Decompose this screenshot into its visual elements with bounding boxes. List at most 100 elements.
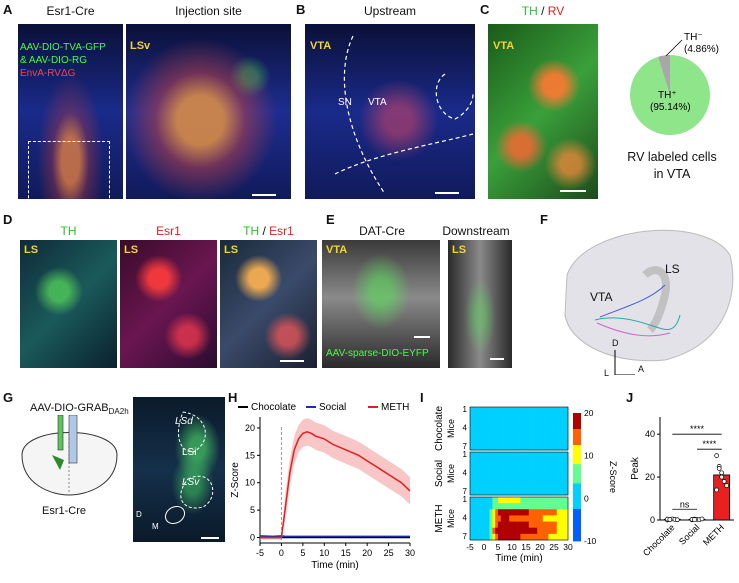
heatmap-cell: [542, 413, 546, 420]
j-sig-label-3: ns: [680, 499, 690, 509]
heatmap-cell: [545, 497, 549, 504]
heatmap-cell: [509, 476, 513, 484]
heatmap-cell: [506, 509, 510, 516]
panel-f-vta-label: VTA: [590, 290, 613, 304]
heatmap-cell: [526, 437, 530, 445]
heatmap-cell: [470, 443, 474, 451]
heatmap-cell: [526, 452, 530, 459]
heatmap-cell: [523, 482, 527, 490]
heatmap-cell: [520, 488, 524, 496]
heatmap-cell: [514, 464, 518, 471]
heatmap-xlabel: Time (min): [495, 553, 542, 564]
heatmap-cell: [559, 515, 563, 522]
heatmap-cell: [545, 407, 549, 414]
heatmap-cell: [481, 470, 485, 477]
heatmap-cell: [500, 425, 504, 432]
heatmap-cell: [540, 509, 544, 516]
panel-g-fiber-image: [133, 397, 225, 542]
heatmap-cell: [556, 533, 560, 541]
heatmap-cell: [475, 443, 479, 451]
heatmap-cell: [554, 476, 558, 484]
heatmap-cell: [554, 503, 558, 510]
heatmap-cell: [475, 503, 479, 510]
h-xtick-label-2: 5: [300, 548, 305, 558]
heatmap-cell: [517, 497, 521, 504]
panel-letter-f: F: [540, 212, 548, 227]
panel-letter-b: B: [296, 2, 306, 17]
heatmap-cell: [492, 407, 496, 414]
heatmap-cell: [528, 527, 532, 535]
heatmap-cell: [537, 443, 541, 451]
heatmap-group-frame-1: [469, 451, 569, 496]
heatmap-cell: [554, 437, 558, 445]
heatmap-cell: [503, 458, 507, 465]
colorbar-step: [573, 441, 581, 446]
h-meth-sem-band: [260, 418, 410, 540]
heatmap-cell: [526, 464, 530, 471]
heatmap-cell: [545, 470, 549, 477]
panel-d-merge-image: [220, 240, 317, 368]
heatmap-cell: [506, 452, 510, 459]
heatmap-cell: [486, 488, 490, 496]
heatmap-cell: [526, 482, 530, 490]
heatmap-cell: [556, 527, 560, 535]
heatmap-cell: [548, 533, 552, 541]
heatmap-cell: [472, 431, 476, 439]
heatmap-cell: [517, 527, 521, 535]
heatmap-cell: [478, 443, 482, 451]
heatmap-cell: [554, 464, 558, 471]
heatmap-xtick-label-2: 5: [496, 542, 501, 552]
heatmap-cell: [526, 515, 530, 522]
heatmap-row-tick-0-0: 1: [463, 405, 468, 414]
heatmap-cell: [492, 470, 496, 477]
heatmap-cell: [472, 482, 476, 490]
colorbar-tick-2: 0: [584, 493, 589, 503]
panel-d-scale-bar: [280, 360, 304, 362]
heatmap-cell: [472, 425, 476, 432]
j-point: [724, 483, 730, 489]
heatmap-cell: [512, 425, 516, 432]
heatmap-cell: [503, 527, 507, 535]
colorbar-step: [573, 477, 581, 481]
heatmap-cell: [495, 464, 499, 471]
heatmap-cell: [531, 431, 535, 439]
heatmap-cell: [565, 533, 569, 541]
heatmap-cell: [565, 521, 569, 529]
heatmap-cell: [556, 476, 560, 484]
heatmap-cell: [472, 443, 476, 451]
j-point: [719, 474, 725, 480]
panel-letter-a: A: [3, 2, 13, 17]
heatmap-cell: [503, 464, 507, 471]
heatmap-cell: [484, 476, 488, 484]
heatmap-cell: [534, 431, 538, 439]
heatmap-cell: [514, 458, 518, 465]
heatmap-cell: [492, 527, 496, 535]
heatmap-cell: [534, 521, 538, 529]
heatmap-cell: [556, 413, 560, 420]
heatmap-cell: [542, 452, 546, 459]
heatmap-cell: [545, 503, 549, 510]
heatmap-cell: [542, 503, 546, 510]
colorbar-step: [573, 480, 581, 484]
panel-letter-c: C: [480, 2, 490, 17]
heatmap-cell: [562, 482, 566, 490]
heatmap-cell: [495, 419, 499, 426]
panel-e-region-right: LS: [452, 244, 467, 256]
heatmap-cell: [559, 533, 563, 541]
heatmap-cell: [523, 509, 527, 516]
heatmap-cell: [475, 482, 479, 490]
heatmap-cell: [562, 437, 566, 445]
heatmap-cell: [528, 464, 532, 471]
heatmap-cell: [554, 521, 558, 529]
heatmap-cell: [489, 407, 493, 414]
heatmap-cell: [548, 452, 552, 459]
heatmap-cell: [534, 497, 538, 504]
heatmap-cell: [551, 464, 555, 471]
colorbar-step: [573, 438, 581, 443]
heatmap-cell: [470, 521, 474, 529]
heatmap-cell: [528, 509, 532, 516]
heatmap-cell: [551, 419, 555, 426]
j-bar-2: [713, 474, 731, 521]
heatmap-cell: [484, 431, 488, 439]
heatmap-cell: [489, 521, 493, 529]
